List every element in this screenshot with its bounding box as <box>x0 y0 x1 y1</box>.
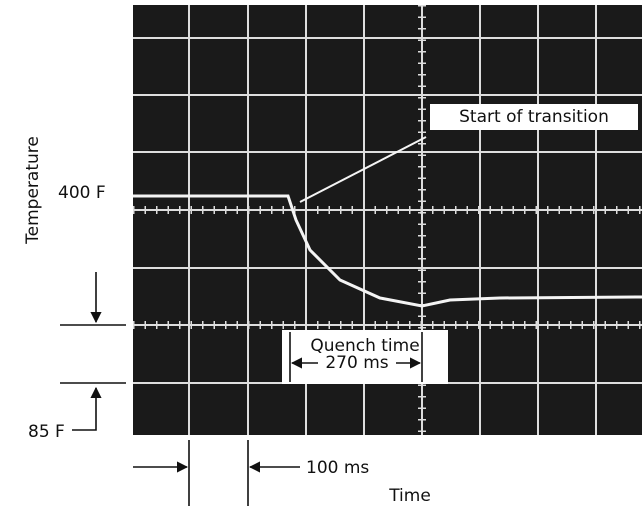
y-axis-label: Temperature <box>23 136 43 245</box>
upper-label: 400 F <box>58 183 106 203</box>
transition-label: Start of transition <box>459 107 609 127</box>
x-axis-label: Time <box>388 486 431 506</box>
time-scale: 100 ms <box>306 458 369 478</box>
lower-label: 85 F <box>28 422 65 442</box>
up-arrow <box>72 388 96 430</box>
quench-value: 270 ms <box>325 353 388 373</box>
figure: Start of transition Quench time 270 ms T… <box>0 0 642 508</box>
